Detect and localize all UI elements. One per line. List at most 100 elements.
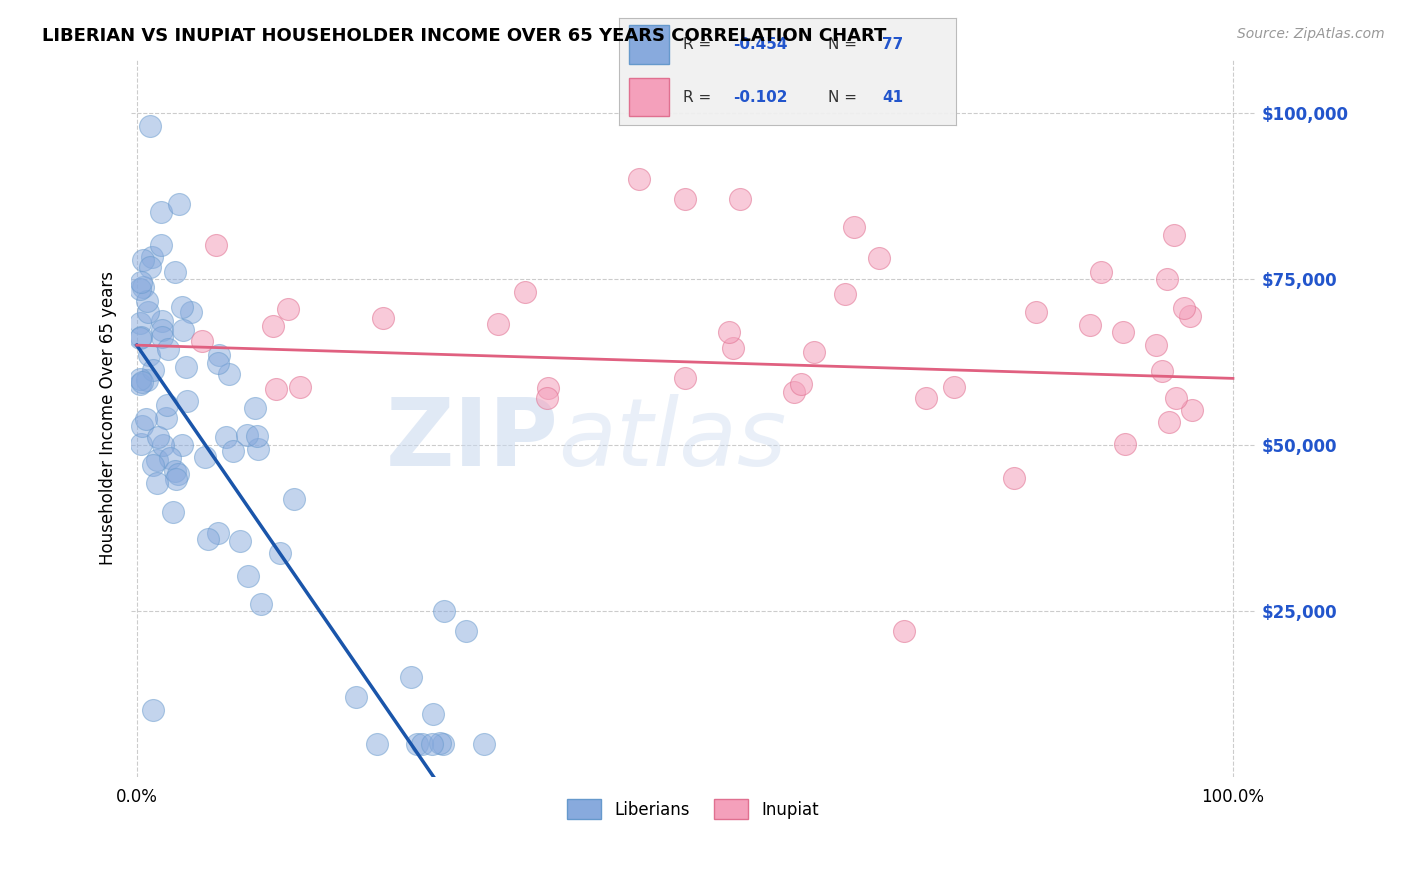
Point (790, 376, 813, 391)
Point (157, 342, 180, 356)
Point (868, 251, 890, 265)
Point (366, 737, 388, 751)
Point (152, 438, 174, 452)
Point (229, 534, 252, 549)
Point (139, 119, 162, 133)
Point (717, 325, 740, 339)
Point (283, 492, 305, 507)
Point (1181, 403, 1204, 417)
Point (159, 451, 181, 466)
Point (1150, 364, 1173, 378)
Point (174, 359, 197, 374)
Point (1159, 415, 1181, 429)
Point (673, 371, 696, 385)
Point (513, 285, 536, 300)
Point (167, 197, 190, 211)
Point (1080, 318, 1102, 333)
Point (131, 436, 153, 450)
Point (215, 429, 238, 443)
Point (165, 265, 187, 279)
Point (433, 604, 456, 618)
Point (893, 624, 915, 638)
Text: N =: N = (828, 89, 862, 104)
Point (429, 736, 451, 750)
Point (150, 323, 173, 337)
Point (1156, 272, 1178, 286)
Point (269, 546, 291, 560)
Point (915, 392, 938, 406)
Point (536, 391, 558, 405)
Point (135, 373, 157, 387)
Point (472, 737, 495, 751)
Bar (628, 25, 669, 64)
Point (135, 412, 157, 426)
Point (1112, 325, 1135, 339)
Point (222, 444, 245, 458)
Point (165, 472, 187, 486)
Point (131, 275, 153, 289)
Point (142, 363, 165, 377)
Point (142, 458, 165, 473)
Point (290, 379, 312, 393)
Point (129, 316, 152, 330)
Point (236, 568, 259, 582)
Text: atlas: atlas (558, 394, 786, 485)
Point (262, 319, 284, 334)
Point (371, 310, 394, 325)
Point (842, 219, 865, 234)
Point (834, 286, 856, 301)
Point (344, 690, 367, 705)
Text: 41: 41 (882, 89, 903, 104)
Point (399, 670, 422, 684)
Point (180, 305, 202, 319)
Point (131, 418, 153, 433)
Point (942, 380, 965, 394)
Point (136, 305, 159, 319)
Point (728, 192, 751, 206)
Point (1173, 301, 1195, 316)
Point (627, 172, 650, 186)
Point (422, 737, 444, 751)
Point (235, 428, 257, 442)
Point (141, 250, 163, 264)
Point (142, 703, 165, 717)
Text: Source: ZipAtlas.com: Source: ZipAtlas.com (1237, 27, 1385, 41)
Point (422, 707, 444, 722)
Point (432, 737, 454, 751)
Point (411, 737, 433, 751)
Point (243, 401, 266, 416)
Point (150, 314, 173, 328)
Text: -0.102: -0.102 (734, 89, 787, 104)
Point (129, 377, 152, 392)
Point (129, 372, 152, 386)
Point (132, 279, 155, 293)
Point (162, 505, 184, 519)
Point (146, 453, 169, 467)
Point (129, 330, 152, 344)
Text: -0.454: -0.454 (734, 37, 787, 52)
Point (207, 355, 229, 369)
Text: N =: N = (828, 37, 862, 52)
Point (783, 384, 806, 399)
Y-axis label: Householder Income Over 65 years: Householder Income Over 65 years (100, 271, 117, 566)
Point (246, 429, 269, 443)
Point (1114, 437, 1136, 451)
Point (673, 192, 696, 206)
Point (204, 238, 226, 252)
Point (1163, 227, 1185, 242)
Point (454, 624, 477, 638)
Point (176, 393, 198, 408)
Point (247, 442, 270, 456)
Point (149, 205, 172, 219)
Point (721, 341, 744, 355)
Point (132, 252, 155, 267)
Point (207, 525, 229, 540)
Point (135, 294, 157, 309)
Point (1178, 309, 1201, 323)
Point (197, 532, 219, 546)
Point (405, 737, 427, 751)
Point (166, 467, 188, 481)
Point (1002, 471, 1025, 485)
Point (170, 300, 193, 314)
Point (145, 476, 167, 491)
